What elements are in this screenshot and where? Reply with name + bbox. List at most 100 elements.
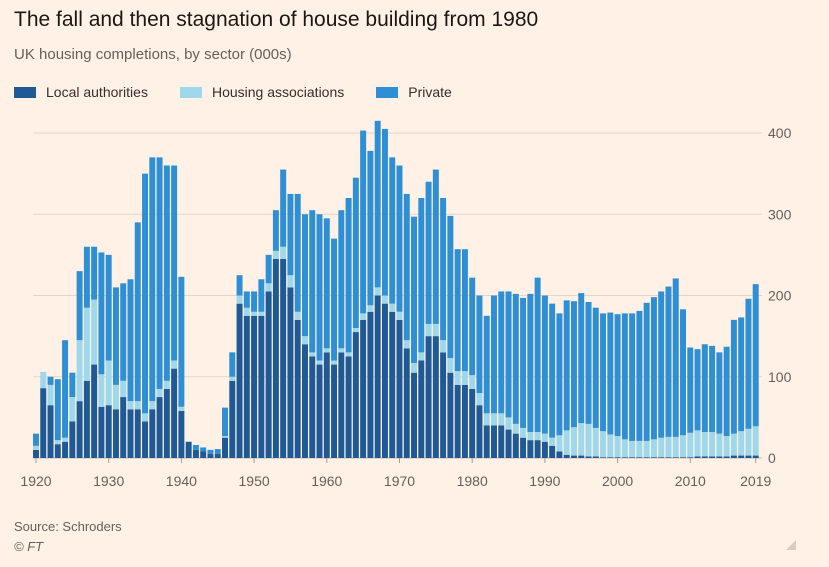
bar-segment-local-authorities-1971 bbox=[403, 348, 410, 458]
bar-segment-private-1920 bbox=[33, 433, 39, 446]
bar-segment-local-authorities-2002 bbox=[629, 457, 636, 458]
bar-segment-private-2004 bbox=[643, 302, 650, 441]
bar-segment-local-authorities-1983 bbox=[491, 425, 497, 458]
bar-segment-private-1923 bbox=[54, 379, 61, 441]
x-tick-label: 1980 bbox=[457, 473, 488, 489]
legend-swatch-housing-associations bbox=[179, 86, 202, 98]
bar-segment-private-1960 bbox=[323, 218, 330, 349]
bar-segment-private-2005 bbox=[650, 297, 657, 440]
bar-segment-local-authorities-1975 bbox=[432, 336, 439, 459]
bar-segment-local-authorities-2003 bbox=[636, 457, 643, 458]
bar-segment-housing-associations-1931 bbox=[112, 384, 119, 410]
bar-segment-private-1969 bbox=[389, 157, 396, 304]
bar-segment-private-1968 bbox=[381, 128, 388, 296]
bar-segment-private-1978 bbox=[454, 249, 461, 372]
bar-segment-local-authorities-2015 bbox=[723, 456, 730, 459]
bar-segment-housing-associations-2019 bbox=[752, 426, 759, 456]
bar-segment-private-2011 bbox=[694, 349, 701, 431]
bar-segment-local-authorities-2011 bbox=[694, 456, 701, 459]
bar-segment-local-authorities-1974 bbox=[425, 336, 432, 459]
bar-segment-housing-associations-1925 bbox=[69, 397, 76, 422]
bar-segment-housing-associations-1922 bbox=[47, 384, 54, 406]
bar-segment-private-1930 bbox=[105, 254, 112, 361]
bar-segment-housing-associations-1936 bbox=[149, 401, 156, 410]
bar-segment-housing-associations-1960 bbox=[323, 348, 330, 353]
bar-segment-private-1961 bbox=[331, 238, 338, 361]
bar-segment-private-1927 bbox=[83, 246, 90, 308]
bar-segment-private-1995 bbox=[578, 293, 585, 424]
bar-segment-housing-associations-2010 bbox=[687, 432, 694, 458]
bar-segment-housing-associations-2006 bbox=[658, 437, 665, 458]
bar-segment-housing-associations-1940 bbox=[178, 406, 185, 411]
bar-segment-local-authorities-1934 bbox=[134, 409, 141, 458]
bar-segment-private-1982 bbox=[483, 315, 490, 414]
bar-segment-private-1939 bbox=[171, 165, 178, 361]
bar-segment-housing-associations-1972 bbox=[411, 362, 418, 373]
bar-segment-local-authorities-1985 bbox=[505, 429, 512, 458]
bar-segment-local-authorities-1965 bbox=[360, 319, 367, 459]
bar-segment-housing-associations-2000 bbox=[614, 436, 621, 458]
bar-segment-private-2007 bbox=[665, 286, 672, 437]
bar-segment-local-authorities-1973 bbox=[418, 360, 425, 458]
bar-segment-local-authorities-1950 bbox=[251, 315, 258, 458]
bar-segment-private-1967 bbox=[374, 120, 381, 288]
bar-segment-local-authorities-1999 bbox=[607, 457, 614, 458]
bar-segment-private-1962 bbox=[338, 210, 345, 349]
bar-segment-housing-associations-1950 bbox=[251, 311, 258, 316]
bar-segment-local-authorities-1980 bbox=[469, 388, 476, 458]
bar-segment-local-authorities-1927 bbox=[83, 380, 90, 458]
bar-segment-private-1983 bbox=[491, 295, 497, 414]
bar-segment-housing-associations-2013 bbox=[709, 432, 716, 457]
bar-segment-private-1935 bbox=[142, 173, 149, 414]
bar-segment-local-authorities-1938 bbox=[163, 388, 170, 458]
bar-segment-local-authorities-1929 bbox=[98, 406, 105, 458]
bar-segment-local-authorities-1962 bbox=[338, 352, 345, 459]
bar-segment-local-authorities-1961 bbox=[331, 364, 338, 458]
bar-segment-housing-associations-1920 bbox=[33, 445, 39, 450]
bar-segment-housing-associations-1994 bbox=[570, 427, 577, 456]
bar-segment-local-authorities-1977 bbox=[447, 372, 454, 458]
bar-segment-private-2019 bbox=[752, 284, 759, 427]
bar-segment-housing-associations-2016 bbox=[730, 433, 737, 456]
bar-segment-private-1986 bbox=[512, 293, 519, 424]
bar-segment-local-authorities-2017 bbox=[738, 455, 745, 458]
bar-segment-private-1946 bbox=[222, 407, 228, 437]
bar-segment-housing-associations-2018 bbox=[745, 428, 752, 456]
bar-segment-local-authorities-1933 bbox=[127, 409, 134, 458]
bar-segment-local-authorities-1941 bbox=[185, 441, 192, 458]
bar-segment-private-2016 bbox=[730, 319, 737, 434]
bar-segment-private-1980 bbox=[469, 277, 476, 376]
bar-segment-private-1999 bbox=[607, 312, 614, 435]
bar-segment-local-authorities-1984 bbox=[498, 425, 505, 458]
legend-swatch-local-authorities bbox=[14, 86, 36, 98]
bar-segment-private-2001 bbox=[621, 313, 628, 440]
bar-segment-private-2003 bbox=[636, 310, 643, 441]
bar-segment-local-authorities-1997 bbox=[592, 456, 599, 459]
bar-segment-local-authorities-1921 bbox=[40, 388, 47, 459]
x-axis: 1920 1930 1940 1950 1960 1970 1980 1990 2000 2010… bbox=[20, 458, 771, 489]
chart-title: The fall and then stagnation of house bu… bbox=[14, 8, 539, 31]
bar-segment-housing-associations-1948 bbox=[236, 295, 243, 304]
bar-segment-local-authorities-1925 bbox=[69, 421, 76, 458]
y-tick-label: 300 bbox=[768, 206, 792, 222]
bar-segment-local-authorities-1986 bbox=[512, 433, 519, 459]
bar-segment-housing-associations-1961 bbox=[331, 360, 338, 365]
bar-segment-private-1922 bbox=[47, 376, 54, 385]
bar-segment-local-authorities-1945 bbox=[214, 453, 221, 458]
bar-segment-housing-associations-2005 bbox=[650, 439, 657, 458]
bar-segment-housing-associations-1924 bbox=[62, 437, 69, 442]
bar-segment-private-1974 bbox=[425, 181, 432, 324]
bar-segment-local-authorities-1936 bbox=[149, 409, 156, 458]
bar-segment-housing-associations-2009 bbox=[680, 435, 686, 458]
bar-segment-private-1976 bbox=[440, 198, 447, 341]
y-axis: 0 100 200 300 400 bbox=[768, 125, 792, 466]
bar-segment-housing-associations-1939 bbox=[171, 360, 178, 369]
bar-segment-private-2017 bbox=[738, 317, 745, 432]
bar-segment-private-2006 bbox=[658, 291, 665, 438]
bar-segment-private-1990 bbox=[541, 295, 548, 434]
bar-segment-local-authorities-1995 bbox=[578, 455, 585, 458]
bar-segment-private-1928 bbox=[91, 246, 98, 300]
bar-segment-private-1979 bbox=[461, 249, 468, 372]
bar-segment-housing-associations-1964 bbox=[352, 328, 359, 333]
bar-segment-private-1970 bbox=[396, 165, 403, 312]
